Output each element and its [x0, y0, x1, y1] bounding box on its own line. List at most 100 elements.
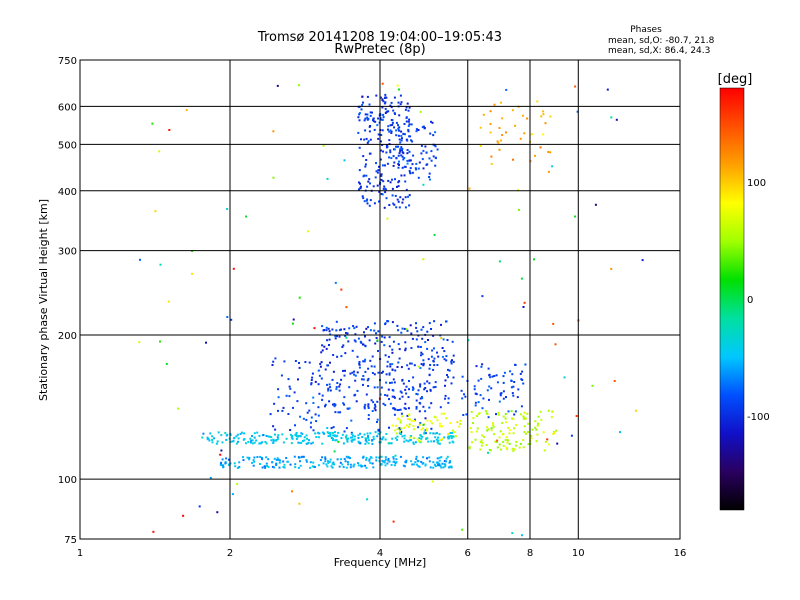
scatter-point — [449, 435, 452, 437]
scatter-point — [404, 196, 407, 199]
scatter-point — [324, 368, 327, 371]
scatter-point — [387, 442, 390, 445]
scatter-point — [265, 442, 268, 445]
scatter-point — [258, 434, 261, 437]
chart-title: Tromsø 20141208 19:04:00–19:05:43 — [257, 30, 502, 45]
scatter-point — [402, 382, 405, 385]
scatter-point — [476, 415, 479, 417]
scatter-point — [416, 393, 419, 396]
grid — [80, 60, 680, 539]
scatter-point — [319, 365, 322, 368]
scatter-point — [283, 466, 286, 469]
scatter-point — [367, 442, 370, 445]
scatter-point — [317, 369, 320, 372]
scatter-point — [376, 435, 379, 438]
scatter-point — [372, 401, 375, 404]
scatter-point — [369, 111, 372, 114]
y-tick-label: 600 — [58, 102, 77, 113]
scatter-point — [277, 434, 280, 437]
scatter-point — [368, 103, 371, 106]
scatter-point — [168, 129, 171, 131]
scatter-point — [332, 426, 335, 429]
scatter-point — [367, 414, 370, 417]
scatter-point — [410, 420, 413, 422]
scatter-point — [364, 335, 366, 338]
scatter-point — [350, 431, 353, 434]
scatter-point — [434, 131, 437, 134]
scatter-point — [461, 375, 464, 378]
scatter-point — [574, 85, 577, 88]
scatter-point — [283, 463, 286, 466]
scatter-point — [520, 277, 523, 280]
scatter-point — [542, 133, 545, 136]
scatter-point — [445, 457, 448, 460]
scatter-point — [432, 386, 435, 389]
scatter-point — [400, 139, 403, 142]
scatter-point — [354, 379, 357, 382]
scatter-point — [530, 133, 533, 136]
scatter-point — [421, 462, 424, 465]
scatter-point — [338, 335, 341, 338]
scatter-point — [341, 433, 344, 436]
scatter-point — [494, 440, 497, 443]
scatter-point — [386, 320, 389, 322]
scatter-point — [309, 466, 312, 469]
scatter-point — [454, 435, 457, 438]
scatter-point — [177, 407, 180, 410]
scatter-point — [292, 318, 295, 321]
scatter-point — [391, 119, 394, 122]
scatter-point — [289, 433, 292, 436]
scatter-point — [415, 338, 418, 341]
scatter-point — [406, 102, 409, 105]
colorbar-tick-label: 0 — [747, 295, 753, 306]
scatter-point — [399, 103, 402, 106]
scatter-point — [468, 187, 471, 190]
scatter-point — [320, 377, 323, 380]
scatter-point — [504, 439, 507, 441]
scatter-point — [516, 396, 519, 399]
scatter-point — [394, 429, 397, 432]
scatter-point — [336, 382, 339, 384]
scatter-point — [349, 463, 352, 466]
scatter-point — [365, 137, 368, 140]
scatter-point — [477, 379, 480, 382]
scatter-point — [239, 432, 242, 435]
scatter-point — [390, 464, 393, 466]
scatter-point — [362, 375, 365, 377]
scatter-point — [322, 144, 325, 147]
scatter-point — [428, 373, 431, 376]
scatter-point — [340, 355, 343, 358]
scatter-point — [351, 436, 354, 439]
scatter-point — [383, 461, 386, 464]
scatter-point — [317, 406, 320, 409]
scatter-point — [211, 435, 214, 438]
scatter-point — [255, 439, 258, 442]
y-tick-label: 100 — [58, 475, 77, 486]
scatter-point — [434, 386, 437, 388]
scatter-point — [292, 406, 294, 409]
scatter-point — [221, 458, 224, 461]
scatter-point — [398, 129, 401, 132]
scatter-point — [419, 383, 422, 386]
scatter-point — [267, 458, 270, 461]
scatter-point — [390, 106, 393, 109]
scatter-point — [379, 393, 382, 396]
scatter-point — [376, 400, 379, 403]
scatter-point — [505, 436, 508, 439]
scatter-point — [498, 148, 501, 151]
scatter-point — [372, 117, 375, 120]
scatter-point — [431, 480, 434, 483]
scatter-point — [518, 446, 521, 449]
scatter-point — [508, 432, 511, 435]
scatter-point — [481, 434, 484, 437]
scatter-point — [232, 267, 235, 270]
scatter-point — [394, 194, 397, 197]
scatter-point — [274, 357, 277, 360]
scatter-point — [413, 419, 416, 422]
scatter-point — [298, 366, 301, 369]
scatter-point — [398, 397, 401, 400]
scatter-point — [511, 109, 514, 112]
scatter-point — [397, 166, 400, 169]
scatter-point — [278, 466, 281, 469]
